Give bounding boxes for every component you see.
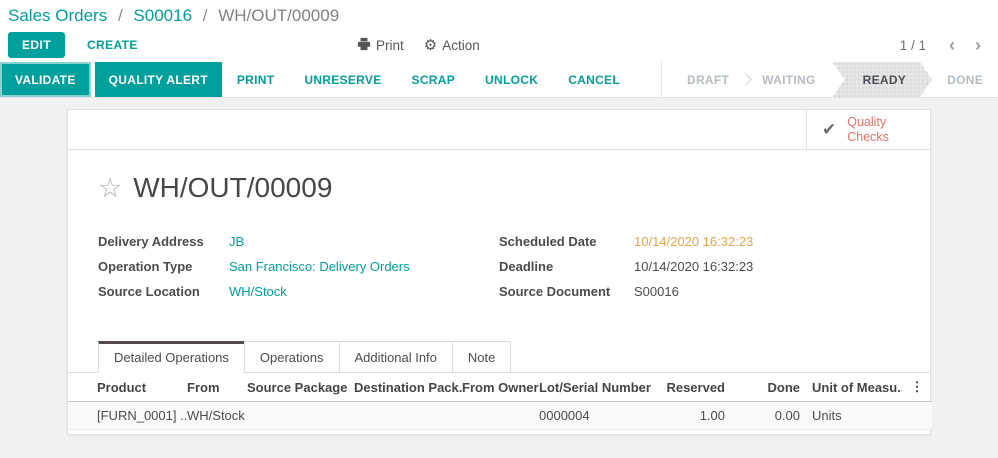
tab-detailed-operations[interactable]: Detailed Operations [98, 341, 245, 373]
cancel-button[interactable]: CANCEL [553, 62, 635, 97]
breadcrumb: Sales Orders / S00016 / WH/OUT/00009 [0, 0, 998, 28]
field-label: Source Location [98, 284, 200, 299]
field-value: S00016 [634, 284, 679, 299]
tab-additional-info[interactable]: Additional Info [338, 341, 453, 373]
field-scheduled-date: Scheduled Date 10/14/2020 16:32:23 [499, 234, 900, 250]
table-row[interactable]: [FURN_0001] ... WH/Stock 0000004 1.00 0.… [68, 401, 932, 430]
field-value-link[interactable]: San Francisco: Delivery Orders [229, 259, 410, 274]
edit-button[interactable]: EDIT [8, 32, 65, 58]
cell-from-owner [462, 402, 539, 430]
cell-destination-package [354, 402, 462, 430]
unreserve-button[interactable]: UNRESERVE [289, 62, 396, 97]
action-menu[interactable]: ⚙ Action [424, 38, 480, 53]
print-menu[interactable]: Print [357, 37, 404, 54]
field-group-left: Delivery Address JB Operation Type San F… [98, 234, 499, 309]
cell-uom: Units [812, 408, 842, 423]
table-header-row: Product From Source Package Destination … [68, 373, 932, 402]
print-label: Print [376, 37, 404, 53]
action-label: Action [442, 37, 480, 53]
column-header-reserved[interactable]: Reserved [662, 373, 737, 402]
column-header-done[interactable]: Done [737, 373, 812, 402]
notebook-tabs: Detailed Operations Operations Additiona… [68, 341, 930, 373]
print-button[interactable]: PRINT [222, 62, 290, 97]
chevron-right-icon[interactable]: › [975, 35, 981, 55]
validate-button[interactable]: VALIDATE [0, 62, 91, 97]
unlock-button[interactable]: UNLOCK [470, 62, 553, 97]
column-header-source-package[interactable]: Source Package [247, 373, 354, 402]
cell-from: WH/Stock [187, 408, 245, 423]
field-value-link[interactable]: JB [229, 234, 245, 249]
breadcrumb-separator: / [117, 6, 123, 25]
statusbar: DRAFT WAITING READY DONE [661, 62, 998, 97]
quality-checks-label: Quality Checks [847, 114, 889, 144]
column-header-destination-package[interactable]: Destination Pack... [354, 373, 462, 402]
kebab-vertical-icon[interactable]: ⋮ [902, 373, 932, 402]
cell-lot-serial: 0000004 [539, 408, 590, 423]
field-groups: Delivery Address JB Operation Type San F… [68, 205, 930, 309]
pager: 1 / 1 ‹ › [900, 36, 990, 54]
column-header-product[interactable]: Product [68, 373, 187, 402]
cell-reserved: 1.00 [699, 408, 725, 423]
breadcrumb-sales-orders[interactable]: Sales Orders [8, 6, 108, 25]
chevron-left-icon[interactable]: ‹ [949, 35, 955, 55]
tab-operations[interactable]: Operations [243, 341, 340, 373]
tab-note[interactable]: Note [451, 341, 512, 373]
detailed-operations-table: Product From Source Package Destination … [68, 373, 932, 430]
status-step-draft[interactable]: DRAFT [687, 72, 730, 87]
title-row: ☆ WH/OUT/00009 [68, 150, 930, 205]
field-value-link[interactable]: WH/Stock [229, 284, 287, 299]
field-label: Source Document [499, 284, 611, 299]
column-header-from-owner[interactable]: From Owner [462, 373, 539, 402]
action-bar: VALIDATE QUALITY ALERT PRINT UNRESERVE S… [0, 62, 998, 98]
field-operation-type: Operation Type San Francisco: Delivery O… [98, 259, 499, 275]
star-outline-icon[interactable]: ☆ [98, 173, 123, 203]
control-panel-actions: Print ⚙ Action [357, 28, 480, 62]
quality-checks-button[interactable]: ✔ Quality Checks [806, 110, 930, 149]
cell-source-package [247, 402, 354, 430]
status-step-waiting[interactable]: WAITING [762, 72, 816, 87]
field-group-right: Scheduled Date 10/14/2020 16:32:23 Deadl… [499, 234, 900, 309]
field-value: 10/14/2020 16:32:23 [634, 259, 754, 274]
content-area: ✔ Quality Checks ☆ WH/OUT/00009 Delivery… [0, 98, 998, 458]
field-label: Scheduled Date [499, 234, 597, 249]
field-delivery-address: Delivery Address JB [98, 234, 499, 250]
form-sheet: ✔ Quality Checks ☆ WH/OUT/00009 Delivery… [67, 109, 932, 435]
field-deadline: Deadline 10/14/2020 16:32:23 [499, 259, 900, 275]
scrap-button[interactable]: SCRAP [397, 62, 471, 97]
breadcrumb-current: WH/OUT/00009 [218, 6, 340, 25]
field-source-location: Source Location WH/Stock [98, 284, 499, 300]
gear-icon: ⚙ [423, 36, 438, 54]
status-step-ready[interactable]: READY [833, 62, 933, 97]
status-step-done[interactable]: DONE [947, 72, 983, 87]
create-button[interactable]: CREATE [81, 37, 144, 53]
field-value-date: 10/14/2020 16:32:23 [634, 234, 754, 249]
stat-button-band: ✔ Quality Checks [68, 110, 930, 150]
field-source-document: Source Document S00016 [499, 284, 900, 300]
pager-value[interactable]: 1 / 1 [899, 37, 926, 53]
printer-icon [357, 37, 371, 54]
breadcrumb-separator: / [202, 6, 208, 25]
cell-product: [FURN_0001] ... [97, 408, 187, 423]
quality-alert-button[interactable]: QUALITY ALERT [94, 62, 222, 97]
control-panel: EDIT CREATE Print ⚙ Action 1 / 1 ‹ › [0, 28, 998, 62]
cell-row-options [902, 402, 932, 430]
breadcrumb-s00016[interactable]: S00016 [133, 6, 193, 25]
column-header-lot-serial[interactable]: Lot/Serial Number [539, 373, 662, 402]
page-title: WH/OUT/00009 [133, 172, 333, 203]
field-label: Operation Type [98, 259, 193, 274]
check-icon: ✔ [822, 120, 837, 139]
field-label: Delivery Address [98, 234, 204, 249]
column-header-from[interactable]: From [187, 373, 247, 402]
column-header-uom[interactable]: Unit of Measu... [812, 373, 902, 402]
cell-done: 0.00 [774, 408, 800, 423]
field-label: Deadline [499, 259, 554, 274]
